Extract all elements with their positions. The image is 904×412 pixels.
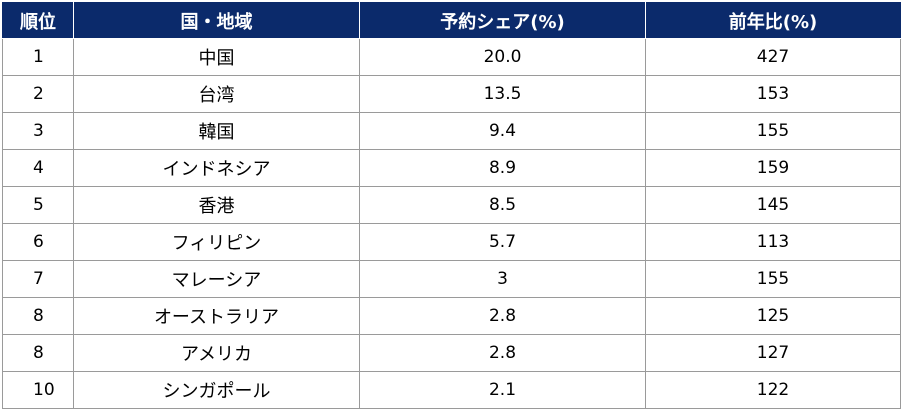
table-row: 10 シンガポール 2.1 122 (2, 371, 901, 409)
region-cell: シンガポール (73, 371, 360, 409)
region-cell: マレーシア (73, 260, 360, 298)
header-rank: 順位 (2, 2, 74, 39)
rank-cell: 3 (2, 112, 74, 150)
share-cell: 5.7 (359, 223, 646, 261)
rank-cell: 8 (2, 334, 74, 372)
yoy-cell: 153 (645, 75, 901, 113)
share-cell: 3 (359, 260, 646, 298)
yoy-cell: 145 (645, 186, 901, 224)
rank-cell: 6 (2, 223, 74, 261)
share-cell: 8.5 (359, 186, 646, 224)
share-cell: 20.0 (359, 38, 646, 76)
header-region: 国・地域 (73, 2, 360, 39)
rank-cell: 4 (2, 149, 74, 187)
region-cell: インドネシア (73, 149, 360, 187)
share-cell: 2.8 (359, 297, 646, 335)
yoy-cell: 155 (645, 112, 901, 150)
table-row: 2 台湾 13.5 153 (2, 75, 901, 113)
table-row: 6 フィリピン 5.7 113 (2, 223, 901, 261)
region-cell: アメリカ (73, 334, 360, 372)
table-row: 8 アメリカ 2.8 127 (2, 334, 901, 372)
yoy-cell: 122 (645, 371, 901, 409)
region-cell: フィリピン (73, 223, 360, 261)
yoy-cell: 127 (645, 334, 901, 372)
share-cell: 8.9 (359, 149, 646, 187)
header-share: 予約シェア(%) (359, 2, 646, 39)
rank-cell: 5 (2, 186, 74, 224)
region-cell: 香港 (73, 186, 360, 224)
table-row: 7 マレーシア 3 155 (2, 260, 901, 298)
table-row: 1 中国 20.0 427 (2, 38, 901, 76)
share-cell: 2.1 (359, 371, 646, 409)
region-cell: 台湾 (73, 75, 360, 113)
rank-cell: 2 (2, 75, 74, 113)
table-header-row: 順位 国・地域 予約シェア(%) 前年比(%) (2, 2, 901, 39)
region-cell: 韓国 (73, 112, 360, 150)
yoy-cell: 427 (645, 38, 901, 76)
region-cell: オーストラリア (73, 297, 360, 335)
share-cell: 2.8 (359, 334, 646, 372)
yoy-cell: 113 (645, 223, 901, 261)
table-row: 4 インドネシア 8.9 159 (2, 149, 901, 187)
table-row: 3 韓国 9.4 155 (2, 112, 901, 150)
rank-cell: 8 (2, 297, 74, 335)
table-row: 8 オーストラリア 2.8 125 (2, 297, 901, 335)
region-cell: 中国 (73, 38, 360, 76)
share-cell: 9.4 (359, 112, 646, 150)
yoy-cell: 125 (645, 297, 901, 335)
rank-cell: 1 (2, 38, 74, 76)
share-cell: 13.5 (359, 75, 646, 113)
rank-cell: 10 (2, 371, 74, 409)
header-yoy: 前年比(%) (645, 2, 901, 39)
yoy-cell: 159 (645, 149, 901, 187)
rank-cell: 7 (2, 260, 74, 298)
table-row: 5 香港 8.5 145 (2, 186, 901, 224)
yoy-cell: 155 (645, 260, 901, 298)
